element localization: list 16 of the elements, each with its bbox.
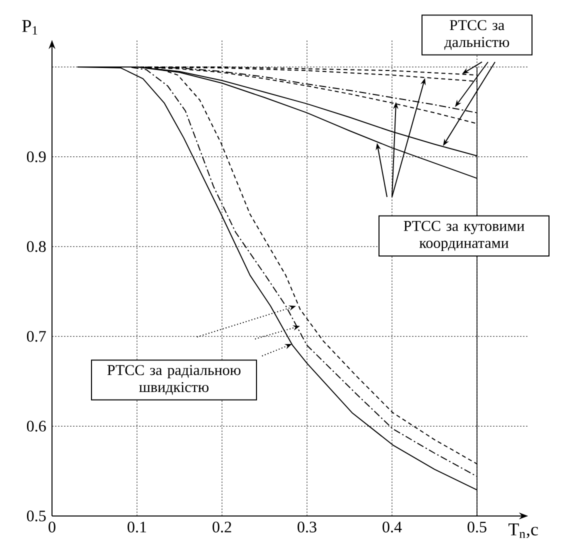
x-tick-label: 0.4 [382,522,402,533]
y-axis-title: P$_{1}$ [22,20,38,35]
y-tick-label: 0.7 [26,330,46,342]
x-tick-label: 0 [48,522,56,532]
y-tick-label: 0.6 [26,420,46,432]
y-tick-label: 0.5 [26,510,46,522]
y-tick-label: 0.9 [26,151,46,162]
annotation: РТСС за кутовими координатами [404,220,524,252]
x-tick-label: 0.2 [212,522,232,533]
x-tick-label: 0.5 [468,522,486,533]
x-tick-label: 0.1 [128,522,146,533]
annotation: РТСС за дальністю [444,20,510,50]
annotation: РТСС за радіальною швидкістю [107,365,240,395]
x-axis-title: T$_{n}$,c [508,524,538,538]
x-tick-label: 0.3 [298,522,316,533]
y-tick-label: 0.8 [26,241,46,252]
